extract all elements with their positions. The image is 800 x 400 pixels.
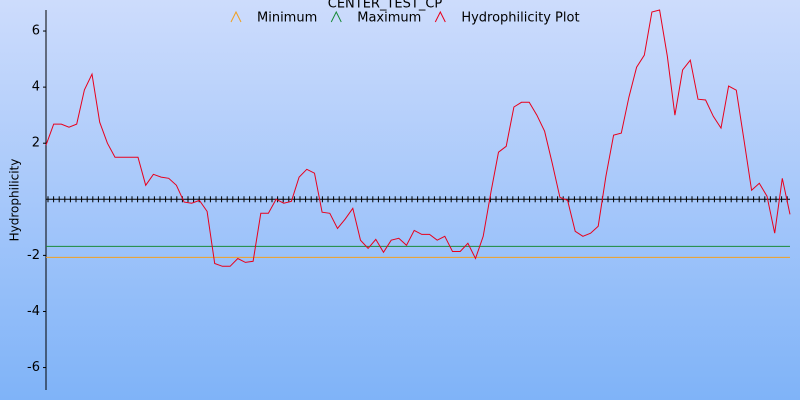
legend-marker: [434, 10, 446, 23]
y-tick-label: 4: [32, 80, 40, 95]
chart-title: CENTER_TEST_CP: [328, 0, 443, 12]
legend-marker: [330, 10, 342, 23]
data-line: [45, 9, 791, 267]
y-tick-label: -6: [27, 360, 40, 375]
y-tick-label: -2: [27, 248, 40, 263]
legend-marker: [230, 10, 242, 23]
y-axis-label: Hydrophilicity: [8, 159, 22, 242]
legend-label: Minimum: [257, 11, 317, 26]
legend-label: Hydrophilicity Plot: [461, 11, 579, 26]
y-tick-label: 6: [32, 24, 40, 39]
y-tick-label: 2: [32, 136, 40, 151]
y-tick-label: -4: [27, 304, 40, 319]
legend-label: Maximum: [357, 11, 421, 26]
